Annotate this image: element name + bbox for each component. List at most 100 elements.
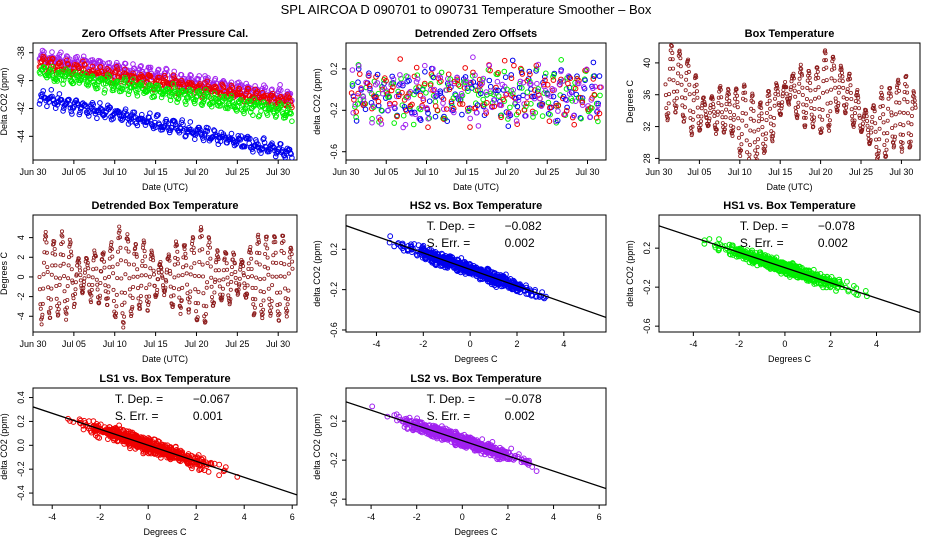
series-point-HS1 xyxy=(465,88,471,94)
temperature-point xyxy=(901,123,906,128)
temperature-point xyxy=(792,83,797,88)
series-point-LS2 xyxy=(352,101,359,108)
series-point-LS1 xyxy=(48,58,55,65)
temperature-point xyxy=(756,119,761,124)
temperature-point xyxy=(252,305,257,310)
x-tick-label: Jul 25 xyxy=(849,167,873,177)
scatter-point xyxy=(387,233,394,240)
temperature-point xyxy=(828,109,833,114)
temperature-point xyxy=(268,311,273,316)
series-point-HS2 xyxy=(134,122,141,129)
temperature-point xyxy=(281,233,286,238)
series-point-HS1 xyxy=(114,78,121,85)
series-point-LS1 xyxy=(422,80,428,87)
temperature-point xyxy=(739,142,744,147)
temperature-point xyxy=(80,290,85,295)
series-point-LS2 xyxy=(572,98,579,104)
series-point-HS1 xyxy=(118,88,124,94)
temperature-point xyxy=(57,282,62,287)
temperature-point xyxy=(771,131,776,136)
temperature-point xyxy=(205,280,210,285)
temperature-point xyxy=(816,75,821,80)
scatter-point xyxy=(408,241,414,248)
series-point-LS1 xyxy=(511,62,517,69)
series-point-LS1 xyxy=(596,110,603,117)
series-point-HS1 xyxy=(403,94,409,101)
series-point-LS1 xyxy=(409,101,415,108)
temperature-point xyxy=(793,94,798,99)
series-point-LS1 xyxy=(519,71,526,77)
series-point-HS1 xyxy=(65,68,71,74)
temperature-point xyxy=(814,73,819,78)
series-point-HS2 xyxy=(534,88,541,95)
temperature-point xyxy=(79,286,84,291)
y-tick-label: 32 xyxy=(642,122,652,132)
series-point-LS2 xyxy=(407,88,414,95)
temperature-point xyxy=(893,134,898,139)
temperature-point xyxy=(54,296,59,301)
temperature-point xyxy=(688,108,693,113)
temperature-point xyxy=(121,325,126,330)
series-point-HS2 xyxy=(505,123,512,129)
temperature-point xyxy=(130,295,135,300)
series-point-LS1 xyxy=(446,86,453,93)
temperature-point xyxy=(904,84,909,89)
temperature-point xyxy=(48,315,53,320)
temperature-point xyxy=(711,109,716,114)
temperature-point xyxy=(286,271,291,276)
temperature-point xyxy=(197,259,202,264)
series-point-LS1 xyxy=(390,84,396,90)
temperature-point xyxy=(665,118,670,123)
temperature-point xyxy=(886,91,891,96)
temperature-point xyxy=(46,285,51,290)
series-point-HS1 xyxy=(228,93,235,99)
series-point-HS2 xyxy=(86,113,92,119)
temperature-point xyxy=(727,102,732,107)
series-point-HS1 xyxy=(530,114,536,120)
temperature-point xyxy=(761,141,766,146)
x-tick-label: -4 xyxy=(372,339,380,349)
series-point-LS2 xyxy=(437,74,444,81)
series-point-HS1 xyxy=(83,71,89,78)
temperature-point xyxy=(141,238,146,243)
series-point-LS1 xyxy=(454,76,461,83)
temperature-point xyxy=(892,143,897,148)
series-point-HS2 xyxy=(542,74,548,80)
series-point-HS2 xyxy=(197,126,203,133)
series-point-HS2 xyxy=(233,140,240,146)
temperature-point xyxy=(89,293,94,298)
temperature-point xyxy=(189,265,194,270)
series-point-HS2 xyxy=(574,73,580,79)
temperature-point xyxy=(836,90,841,95)
series-point-HS2 xyxy=(200,137,207,144)
temperature-point xyxy=(41,272,46,277)
temperature-point xyxy=(900,140,905,145)
series-point-LS2 xyxy=(155,66,162,73)
temperature-point xyxy=(744,123,749,128)
series-point-LS2 xyxy=(524,94,530,101)
temperature-point xyxy=(245,275,250,280)
temperature-point xyxy=(113,315,118,320)
series-point-HS2 xyxy=(566,74,573,80)
temperature-point xyxy=(715,112,720,117)
temperature-point xyxy=(670,43,673,44)
series-point-HS1 xyxy=(167,97,174,103)
temperature-point xyxy=(767,93,772,98)
temperature-point xyxy=(196,274,201,279)
scatter-point xyxy=(510,277,517,284)
temperature-point xyxy=(663,82,668,87)
temperature-point xyxy=(841,95,846,100)
temperature-point xyxy=(151,258,156,263)
temperature-point xyxy=(902,97,907,102)
serr-label: S. Err. = xyxy=(427,236,471,250)
temperature-point xyxy=(72,301,77,306)
temperature-point xyxy=(162,293,167,298)
temperature-point xyxy=(880,92,885,97)
y-tick-label: 0.2 xyxy=(329,63,339,76)
temperature-point xyxy=(837,85,842,90)
series-point-LS2 xyxy=(349,67,356,73)
temperature-point xyxy=(733,96,738,101)
series-point-LS2 xyxy=(530,110,536,117)
